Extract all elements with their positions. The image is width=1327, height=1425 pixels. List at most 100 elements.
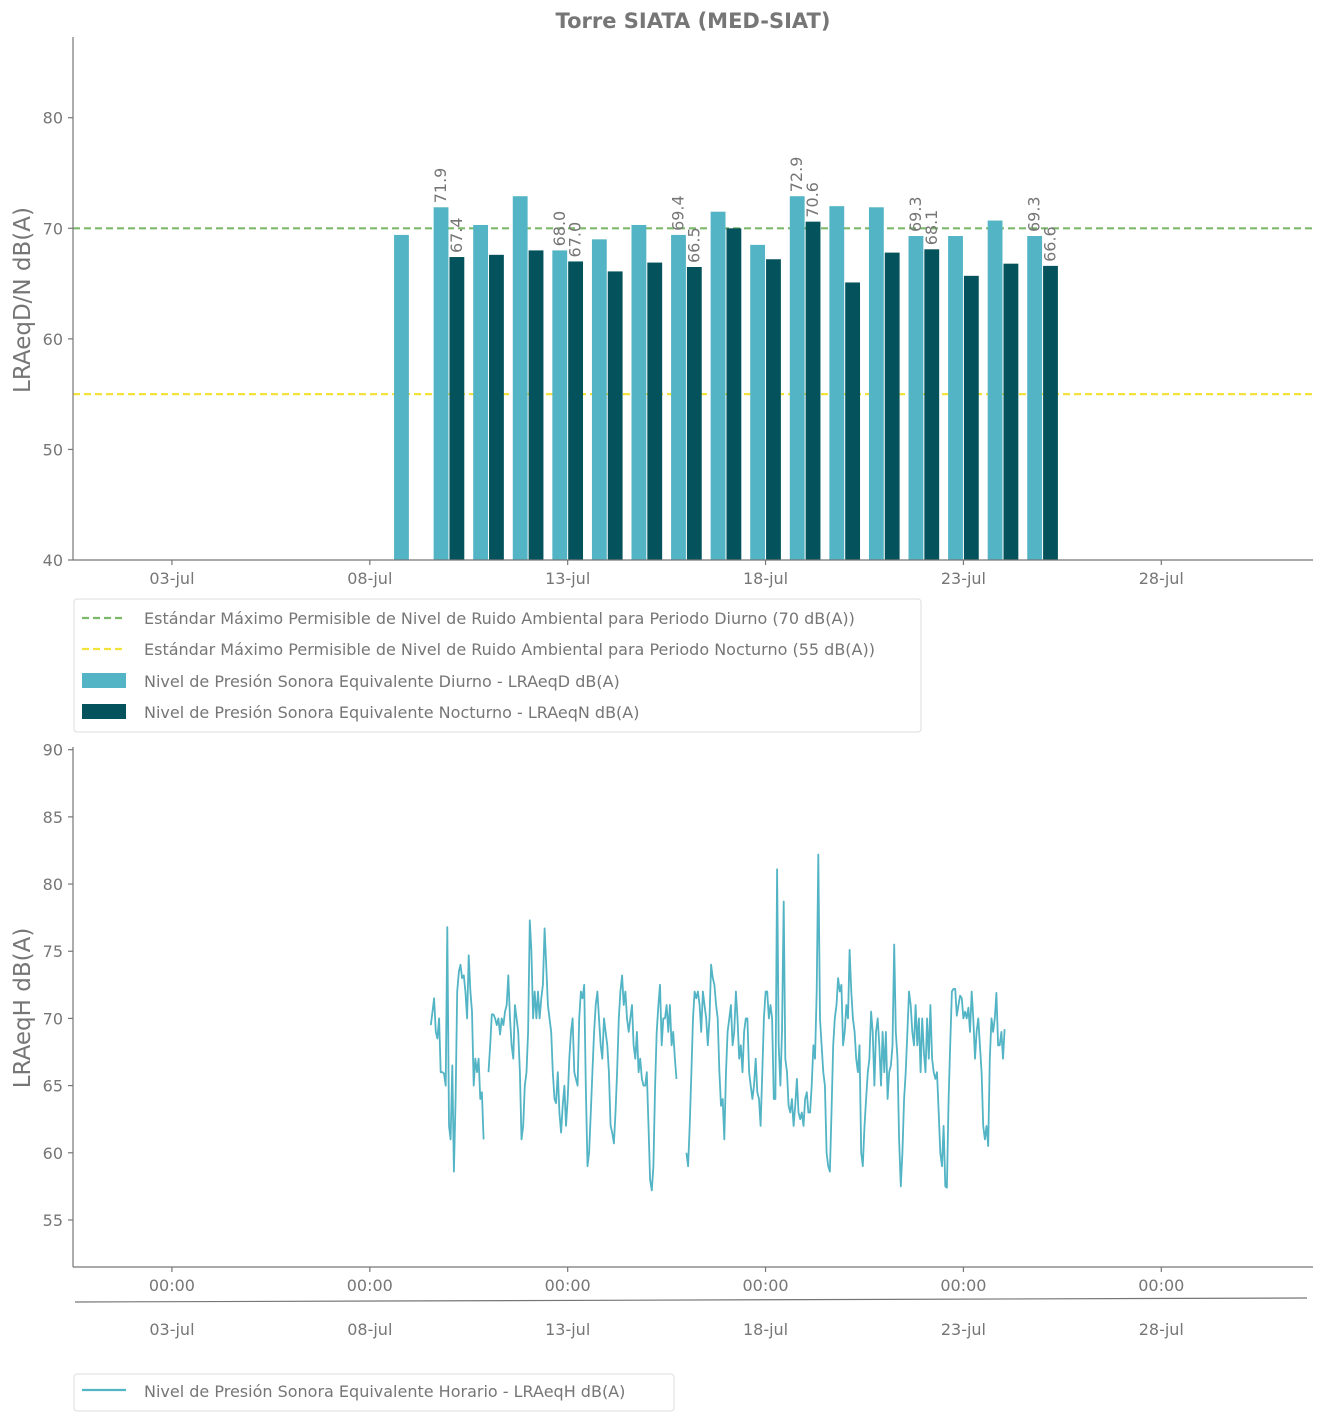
night-bar xyxy=(1043,265,1058,560)
top-y-tick-label: 60 xyxy=(43,330,63,349)
top-x-tick-label: 08-jul xyxy=(347,569,392,588)
bottom-y-tick-label: 80 xyxy=(43,875,63,894)
legend-night-bar-label: Nivel de Presión Sonora Equivalente Noct… xyxy=(144,703,639,722)
hourly-line-segment xyxy=(487,919,678,1192)
bottom-x-date-label: 23-jul xyxy=(941,1320,986,1339)
night-bar xyxy=(1003,263,1019,560)
night-bar xyxy=(726,228,742,560)
bottom-y-tick-label: 90 xyxy=(43,741,63,760)
day-bar xyxy=(829,206,845,561)
night-bar xyxy=(805,221,821,561)
bottom-x-date-label: 08-jul xyxy=(347,1320,392,1339)
bar-data-labels: 71.967.4 68.067.069.466.572.970.6 69.368.1… xyxy=(431,157,1059,263)
day-bar xyxy=(1027,236,1043,561)
bar-data-label: 67.0 xyxy=(566,222,585,258)
day-bar xyxy=(750,244,766,560)
bar-data-label: 66.6 xyxy=(1040,226,1059,262)
legend-day-bar-label: Nivel de Presión Sonora Equivalente Diur… xyxy=(144,672,620,691)
bar-data-label: 71.9 xyxy=(431,168,450,204)
night-bar xyxy=(924,249,940,560)
bottom-x-tick-label: 00:00 xyxy=(149,1276,195,1295)
legend-night-limit-label: Estándar Máximo Permisible de Nivel de R… xyxy=(144,640,875,659)
chart-title: Torre SIATA (MED-SIAT) xyxy=(556,9,831,33)
bottom-axes: 55 60 65 70 75 80 85 90 00:00 03-jul 00:00 08-jul 00… xyxy=(43,741,1313,1339)
top-x-tick-label: 23-jul xyxy=(941,569,986,588)
night-bar xyxy=(884,252,900,561)
day-bar xyxy=(394,234,409,561)
bar-data-label: 67.4 xyxy=(447,217,466,253)
top-y-tick-label: 70 xyxy=(43,219,63,238)
bottom-y-tick-label: 60 xyxy=(43,1144,63,1163)
top-y-tick-label: 80 xyxy=(43,109,63,128)
top-x-tick-label: 28-jul xyxy=(1139,569,1184,588)
hourly-line-segment xyxy=(429,926,485,1173)
top-legend: Estándar Máximo Permisible de Nivel de R… xyxy=(73,598,922,733)
top-y-tick-label: 50 xyxy=(43,440,63,459)
bottom-y-tick-label: 65 xyxy=(43,1077,63,1096)
night-bar xyxy=(449,257,465,560)
day-bar xyxy=(948,236,963,561)
bar-data-label: 72.9 xyxy=(787,157,806,193)
bottom-x-tick-label: 00:00 xyxy=(940,1276,986,1295)
legend-night-bar-swatch xyxy=(82,704,126,719)
bottom-x-date-label: 28-jul xyxy=(1139,1320,1184,1339)
day-bar xyxy=(789,196,805,560)
bottom-x-tick-label: 00:00 xyxy=(545,1276,591,1295)
day-bar xyxy=(433,207,449,561)
bottom-x-date-label: 03-jul xyxy=(149,1320,194,1339)
bar-data-label: 69.3 xyxy=(1025,196,1044,232)
day-bar xyxy=(631,224,647,560)
day-bar xyxy=(710,211,726,560)
day-bar xyxy=(987,220,1003,561)
day-bar xyxy=(552,250,568,561)
night-bar xyxy=(766,259,781,560)
legend-day-bar-swatch xyxy=(82,673,126,688)
night-bar xyxy=(528,250,544,561)
bottom-x-date-label: 13-jul xyxy=(545,1320,590,1339)
day-bar xyxy=(671,234,686,561)
bottom-x-date-label: 18-jul xyxy=(743,1320,788,1339)
top-y-tick-label: 40 xyxy=(43,551,63,570)
hourly-line-segment xyxy=(685,853,1006,1189)
bar-data-label: 68.0 xyxy=(550,211,569,247)
date-separator-line xyxy=(74,1297,1308,1303)
top-x-tick-label: 18-jul xyxy=(743,569,788,588)
night-bar xyxy=(686,266,702,560)
bottom-y-tick-label: 85 xyxy=(43,808,63,827)
night-bar xyxy=(963,275,979,560)
top-y-axis-label: LRAeqD/N dB(A) xyxy=(10,207,36,393)
top-x-tick-label: 13-jul xyxy=(545,569,590,588)
day-bar xyxy=(512,196,528,560)
day-bar xyxy=(868,207,884,561)
day-bar xyxy=(908,236,924,561)
bottom-legend-frame xyxy=(73,1373,675,1412)
bottom-x-tick-label: 00:00 xyxy=(1138,1276,1184,1295)
night-bar xyxy=(489,254,504,560)
hourly-line-series xyxy=(429,853,1006,1192)
top-legend-frame xyxy=(73,598,922,733)
legend-day-limit-label: Estándar Máximo Permisible de Nivel de R… xyxy=(144,609,855,628)
legend-hourly-label: Nivel de Presión Sonora Equivalente Hora… xyxy=(144,1382,625,1401)
night-bar xyxy=(845,282,861,560)
day-bar xyxy=(591,239,607,560)
bottom-legend: Nivel de Presión Sonora Equivalente Hora… xyxy=(73,1373,675,1412)
night-bar xyxy=(647,262,663,560)
bar-data-label: 69.4 xyxy=(668,195,687,231)
bar-data-label: 69.3 xyxy=(906,196,925,232)
bar-data-label: 70.6 xyxy=(803,182,822,218)
bottom-y-tick-label: 70 xyxy=(43,1009,63,1028)
day-bar xyxy=(473,224,489,560)
bottom-y-tick-label: 75 xyxy=(43,942,63,961)
top-axes: 40 50 60 70 80 03-jul 08-jul 13-jul 18-jul 23-jul… xyxy=(43,37,1313,588)
night-bar xyxy=(568,261,584,560)
night-bar xyxy=(607,271,623,560)
top-x-tick-label: 03-jul xyxy=(149,569,194,588)
bottom-x-tick-label: 00:00 xyxy=(742,1276,788,1295)
bottom-y-axis-label: LRAeqH dB(A) xyxy=(10,928,36,1089)
bar-data-label: 68.1 xyxy=(922,210,941,246)
bar-series xyxy=(394,196,1058,561)
bar-data-label: 66.5 xyxy=(684,227,703,263)
bottom-x-tick-label: 00:00 xyxy=(347,1276,393,1295)
